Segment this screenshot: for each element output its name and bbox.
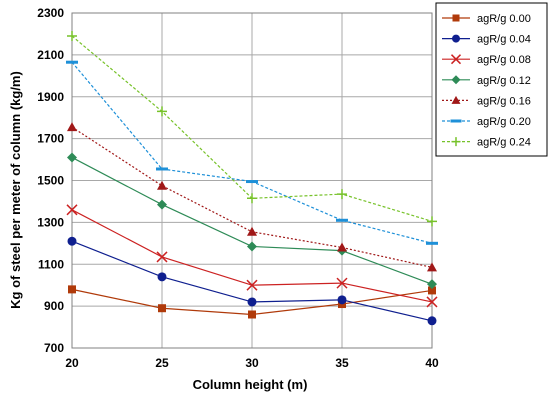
data-point: [67, 236, 77, 246]
data-point: [427, 316, 437, 326]
legend-label: agR/g 0.04: [477, 34, 531, 46]
data-point: [337, 189, 347, 200]
data-point: [451, 137, 461, 147]
data-point: [427, 279, 437, 290]
data-point: [426, 241, 438, 245]
data-point: [428, 286, 436, 295]
axes: 700 900 1100 1300 1500 1700 1900 2100 2300 20 25 30…: [37, 6, 439, 370]
data-point: [426, 296, 438, 308]
data-point: [246, 279, 258, 291]
data-point: [337, 242, 347, 252]
data-point: [452, 14, 460, 22]
series-group: [67, 122, 437, 272]
data-point: [156, 167, 168, 171]
y-tick-label: 1900: [37, 90, 64, 104]
legend-entry: agR/g 0.12: [442, 75, 531, 87]
legend-label: agR/g 0.24: [477, 137, 531, 149]
legend-entry: agR/g 0.04: [442, 34, 531, 46]
data-point: [247, 226, 257, 236]
y-axis-title: Kg of steel per meter of column (kg/m): [8, 71, 23, 309]
x-tick-label: 25: [155, 356, 169, 370]
legend-entry: agR/g 0.24: [442, 137, 531, 149]
data-point: [452, 34, 460, 43]
legend-label: agR/g 0.20: [477, 116, 531, 128]
data-point: [66, 60, 78, 64]
y-tick-label: 1100: [38, 257, 64, 271]
data-point: [157, 106, 167, 117]
y-tick-label: 2300: [37, 6, 64, 20]
data-point: [247, 241, 257, 252]
data-point: [157, 199, 167, 210]
legend-entry: agR/g 0.00: [442, 13, 531, 25]
series-group: [67, 236, 437, 326]
data-point: [157, 272, 167, 282]
legend-label: agR/g 0.12: [477, 75, 531, 87]
legend-entry: agR/g 0.08: [442, 54, 531, 66]
data-point: [67, 122, 77, 132]
legend-entry: agR/g 0.16: [442, 95, 531, 107]
data-point: [156, 251, 168, 263]
y-tick-label: 700: [44, 341, 64, 355]
y-tick-label: 2100: [37, 48, 64, 62]
y-tick-label: 1500: [37, 174, 64, 188]
data-point: [158, 304, 166, 313]
data-point: [66, 204, 78, 216]
data-point: [337, 295, 347, 305]
x-tick-label: 35: [335, 356, 349, 370]
data-point: [336, 277, 348, 289]
legend-label: agR/g 0.08: [477, 54, 531, 66]
data-point: [67, 31, 77, 42]
y-tick-label: 1300: [37, 215, 64, 229]
x-tick-label: 20: [65, 356, 79, 370]
series-lines: [66, 31, 438, 326]
data-point: [67, 152, 77, 163]
x-tick-label: 30: [245, 356, 259, 370]
series-group: [66, 60, 438, 245]
legend-label: agR/g 0.00: [477, 13, 531, 25]
x-tick-label: 40: [425, 356, 439, 370]
x-axis-title: Column height (m): [193, 377, 308, 392]
y-tick-label: 900: [44, 299, 64, 313]
plot-area-border: [71, 12, 433, 349]
data-point: [450, 119, 462, 123]
data-point: [336, 218, 348, 222]
data-point: [451, 75, 461, 85]
data-point: [427, 216, 437, 227]
series-group: [67, 31, 437, 227]
data-point: [247, 297, 257, 307]
data-point: [451, 95, 461, 104]
legend-entry: agR/g 0.20: [442, 116, 531, 128]
data-point: [248, 310, 256, 319]
y-tick-label: 1700: [37, 132, 64, 146]
legend: agR/g 0.00 agR/g 0.04 agR/g 0.08 agR/g 0.12…: [435, 2, 548, 157]
data-point: [427, 262, 437, 272]
data-point: [450, 54, 462, 65]
legend-label: agR/g 0.16: [477, 95, 531, 107]
data-point: [246, 180, 258, 184]
data-point: [247, 193, 257, 204]
series-group: [66, 204, 438, 308]
data-point: [157, 180, 167, 190]
data-point: [68, 285, 76, 294]
